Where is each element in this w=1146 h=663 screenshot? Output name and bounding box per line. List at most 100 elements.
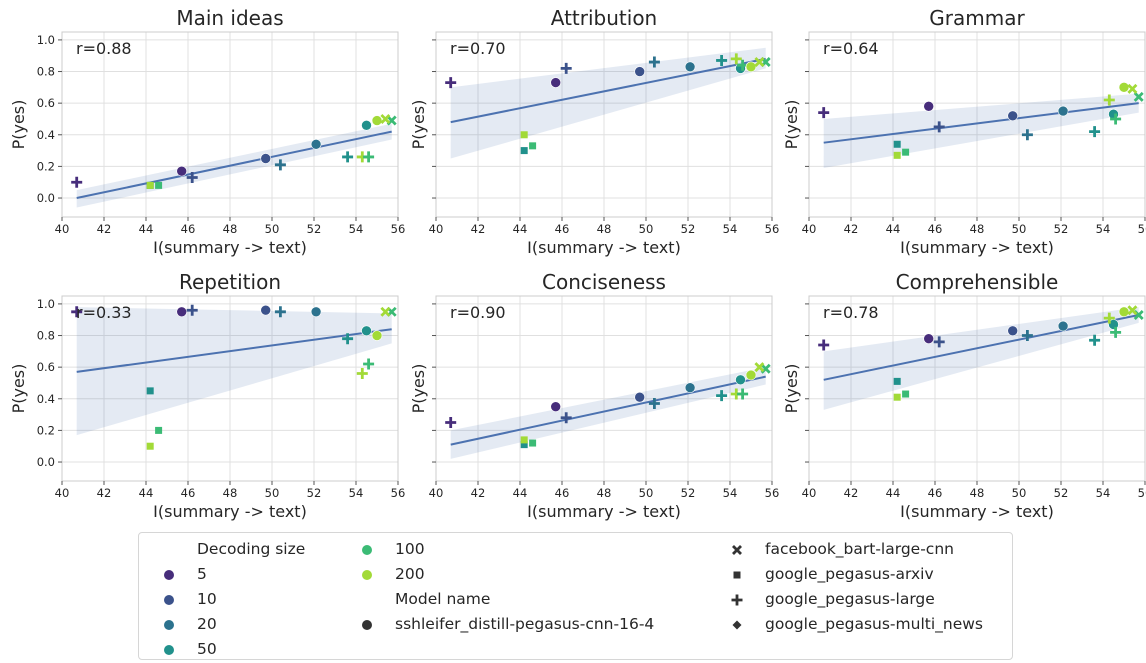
x-tick-label: 54	[1096, 222, 1111, 236]
confidence-band	[823, 307, 1139, 410]
point-circle	[176, 306, 187, 318]
y-tick-label: 1.0	[37, 33, 55, 47]
panel-title: Grammar	[929, 6, 1025, 30]
x-tick-label: 40	[802, 222, 817, 236]
x-axis-label: I(summary -> text)	[527, 238, 681, 257]
x-tick-label: 48	[223, 222, 238, 236]
x-tick-label: 52	[307, 222, 322, 236]
point-plus	[1021, 129, 1033, 141]
point-plus	[71, 176, 83, 188]
point-circle	[634, 66, 646, 77]
panel-repetition: 40 42 44 46 48 50 52 54 56 0.0 0.2 0.4 0.6 0.8 1.0 Repe…	[9, 270, 405, 521]
point-circle	[361, 325, 372, 337]
point-plus	[445, 77, 457, 89]
point-plus	[342, 151, 354, 163]
point-square	[155, 181, 163, 189]
panel-grammar: 40 42 44 46 48 50 52 54 56 Grammar I(summary -> te…	[782, 6, 1146, 257]
legend-item-50: 50	[141, 637, 305, 662]
x-tick-label: 44	[886, 222, 901, 236]
x-tick-label: 46	[181, 486, 196, 500]
point-x	[380, 306, 391, 317]
point-circle	[371, 330, 383, 341]
x-tick-label: 40	[429, 486, 444, 500]
legend-item-20: 20	[141, 612, 305, 637]
x-tick-label: 42	[471, 486, 486, 500]
y-axis-label: P(yes)	[409, 100, 428, 150]
x-tick-label: 48	[970, 222, 985, 236]
x-tick-label: 56	[391, 486, 406, 500]
x-axis-label: I(summary -> text)	[900, 238, 1054, 257]
x-tick-label: 40	[55, 486, 70, 500]
regression-line	[76, 328, 392, 373]
y-tick-label: 0.0	[37, 191, 55, 205]
legend-item-100: 100	[339, 537, 654, 562]
legend-item-10: 10	[141, 587, 305, 612]
point-circle	[260, 304, 272, 316]
point-plus	[1110, 113, 1122, 125]
x-tick-label: 42	[97, 222, 112, 236]
x-tick-label: 52	[307, 486, 322, 500]
point-square	[529, 439, 537, 447]
figure: 40 42 44 46 48 50 52 54 56 0.0 0.2 0.4 0.6 0.8 1.0 Main…	[9, 6, 1146, 521]
x-tick-label: 44	[139, 222, 154, 236]
point-circle	[260, 153, 272, 164]
x-tick-label: 50	[1012, 486, 1027, 500]
point-circle	[735, 374, 746, 386]
point-square	[146, 442, 154, 450]
x-tick-label: 44	[139, 486, 154, 500]
x-tick-label: 52	[681, 222, 696, 236]
x-axis-label: I(summary -> text)	[153, 238, 307, 257]
point-x	[1127, 83, 1138, 94]
panel-title: Repetition	[179, 270, 281, 294]
point-square	[893, 377, 901, 385]
y-axis-label: P(yes)	[782, 100, 801, 150]
point-circle	[550, 401, 562, 412]
point-plus	[363, 358, 375, 370]
point-x	[1133, 91, 1144, 102]
regression-line	[823, 102, 1139, 144]
x-tick-label: 40	[429, 222, 444, 236]
point-plus	[730, 53, 742, 65]
x-tick-label: 42	[97, 486, 112, 500]
x-tick-label: 46	[181, 222, 196, 236]
legend-item-200: 200	[339, 562, 654, 587]
point-circle	[361, 119, 372, 131]
point-circle	[684, 61, 696, 73]
x-tick-label: 54	[349, 222, 364, 236]
point-square	[893, 393, 901, 401]
panel-title: Comprehensible	[896, 270, 1059, 294]
x-tick-label: 50	[265, 222, 280, 236]
x-tick-label: 48	[597, 486, 612, 500]
point-square	[893, 140, 901, 148]
point-square	[529, 142, 537, 150]
point-plus	[716, 390, 728, 402]
y-tick-label: 0.0	[37, 455, 55, 469]
legend-item-bart: facebook_bart-large-cnn	[709, 537, 983, 562]
x-tick-label: 42	[844, 222, 859, 236]
y-axis-label: P(yes)	[9, 100, 28, 150]
panel-comprehensible: 40 42 44 46 48 50 52 54 56 Comprehensible I(summar…	[782, 270, 1146, 521]
point-plus	[1110, 326, 1122, 338]
x-tick-label: 54	[723, 486, 738, 500]
legend: Decoding size 5 10 20 50 100 200 Model n…	[138, 532, 1013, 660]
x-tick-label: 52	[1054, 222, 1069, 236]
point-circle	[684, 382, 696, 394]
point-plus	[186, 171, 198, 183]
point-square	[520, 436, 528, 444]
point-plus	[737, 388, 749, 400]
x-tick-label: 50	[265, 486, 280, 500]
legend-hue-title: Decoding size	[197, 540, 306, 558]
x-tick-label: 56	[765, 222, 780, 236]
point-plus	[356, 367, 368, 379]
y-tick-label: 0.8	[37, 65, 55, 79]
point-plus	[186, 304, 198, 316]
x-tick-label: 50	[639, 486, 654, 500]
x-tick-label: 54	[723, 222, 738, 236]
x-tick-label: 46	[928, 222, 943, 236]
point-plus	[560, 412, 572, 424]
legend-item-arxiv: google_pegasus-arxiv	[709, 562, 983, 587]
point-plus	[1089, 334, 1101, 346]
point-plus	[1103, 94, 1115, 106]
legend-item-5: 5	[141, 562, 305, 587]
point-square	[146, 181, 154, 189]
